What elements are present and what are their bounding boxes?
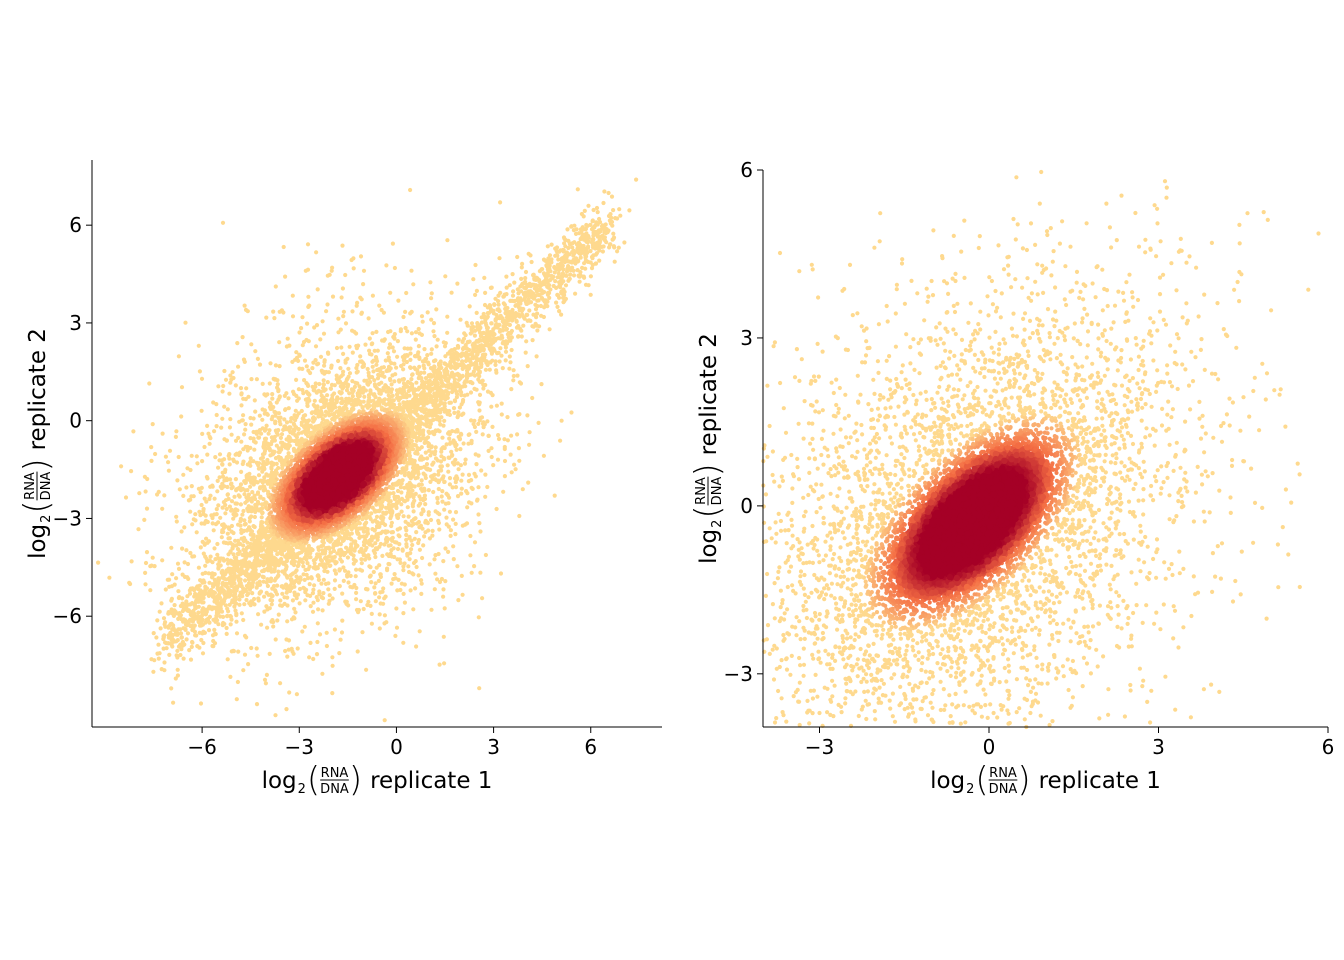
data-point (241, 508, 246, 514)
data-point (395, 354, 400, 359)
data-point (447, 436, 452, 441)
data-point (389, 382, 394, 387)
data-point (149, 445, 154, 450)
data-point (278, 435, 283, 440)
data-point (229, 499, 235, 504)
data-point (315, 621, 320, 626)
data-point (321, 577, 326, 582)
data-point (225, 531, 230, 536)
data-point (207, 441, 212, 446)
data-point (434, 307, 439, 312)
data-point (515, 373, 520, 378)
data-point (393, 633, 398, 639)
data-point (401, 514, 406, 519)
data-point (340, 618, 345, 623)
data-point (215, 541, 220, 547)
data-point (358, 354, 363, 359)
data-point (227, 425, 232, 430)
data-point (499, 401, 504, 406)
data-point (423, 502, 428, 507)
data-point (303, 598, 308, 603)
data-point (523, 350, 528, 355)
data-point (190, 522, 195, 527)
data-point (329, 382, 335, 387)
data-point (384, 486, 389, 491)
data-point (176, 566, 182, 572)
data-point (238, 523, 243, 528)
scatter-points (96, 177, 639, 723)
data-point (175, 561, 181, 566)
data-point (391, 349, 397, 354)
data-point (290, 598, 295, 603)
data-point (431, 321, 437, 326)
data-point (346, 366, 351, 371)
data-point (243, 427, 248, 432)
data-point (232, 494, 237, 499)
data-point (373, 554, 378, 560)
data-point (175, 478, 180, 483)
data-point (325, 393, 330, 398)
data-point (252, 514, 257, 520)
data-point (422, 347, 427, 352)
data-point (211, 528, 216, 533)
data-point (409, 377, 414, 382)
data-point (466, 472, 472, 477)
data-point (233, 477, 238, 482)
data-point (301, 564, 306, 569)
data-point (242, 602, 247, 607)
data-point (316, 547, 321, 553)
data-point (137, 491, 142, 496)
data-point (312, 398, 317, 403)
data-point (144, 550, 150, 555)
data-point (406, 514, 411, 519)
data-point (501, 489, 506, 494)
data-point (392, 379, 397, 384)
data-point (210, 521, 215, 526)
data-point (332, 627, 337, 632)
data-point (274, 443, 279, 448)
data-point (491, 463, 496, 468)
data-point (322, 363, 327, 368)
data-point (212, 496, 217, 501)
data-point (184, 485, 189, 490)
data-point (321, 378, 326, 383)
data-point (157, 609, 162, 614)
data-point (408, 357, 413, 362)
data-point (270, 396, 275, 401)
data-point (420, 555, 425, 561)
data-point (182, 525, 187, 530)
data-point (261, 579, 266, 584)
data-point (401, 314, 406, 320)
data-point (424, 462, 430, 467)
data-point (505, 415, 510, 420)
data-point (515, 432, 520, 437)
data-point (317, 589, 322, 594)
data-point (174, 519, 179, 524)
data-point (353, 574, 358, 579)
data-point (405, 505, 410, 510)
data-point (389, 485, 394, 491)
data-point (305, 561, 310, 566)
